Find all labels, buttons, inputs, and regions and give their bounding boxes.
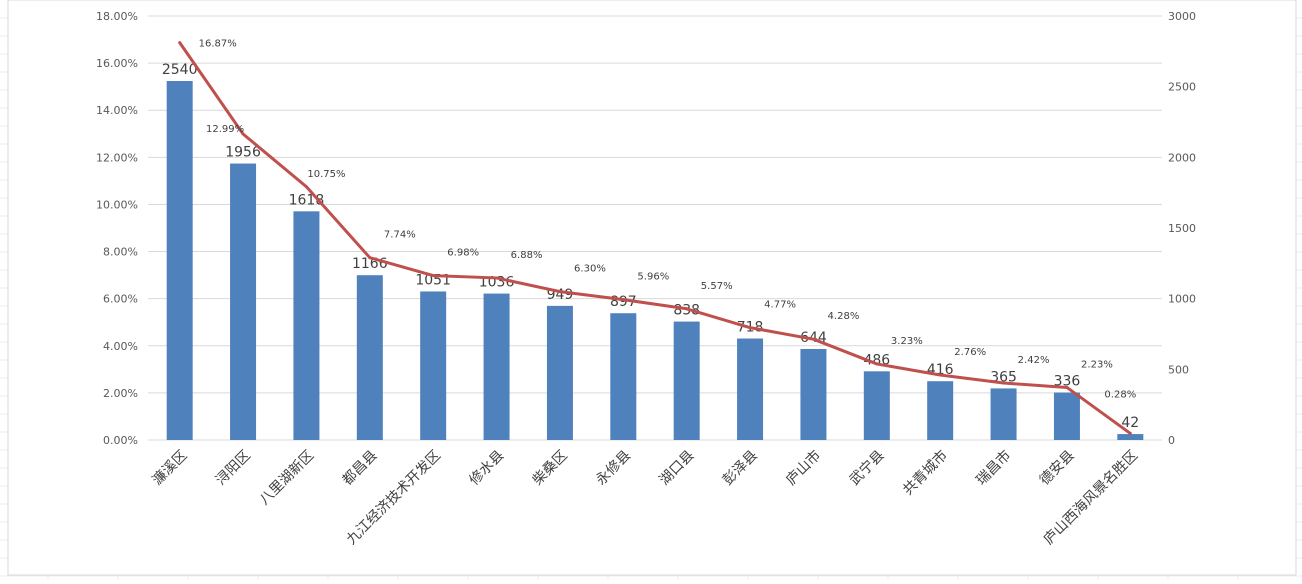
left-axis-tick-label: 8.00% — [103, 246, 138, 259]
line-data-labels: 16.87% 12.99% 10.75% 7.74% 6.98% 6.88% 6.30% 5.… — [199, 39, 1137, 401]
bar — [990, 388, 1017, 440]
left-axis-tick-label: 18.00% — [96, 10, 138, 23]
line-point — [1065, 385, 1069, 389]
bar — [293, 211, 320, 440]
bar — [356, 275, 383, 440]
bar — [927, 381, 954, 440]
bar — [483, 293, 510, 440]
bar — [863, 371, 890, 440]
left-axis-tick-label: 0.00% — [103, 434, 138, 447]
line-value-label: 7.74% — [384, 230, 416, 241]
line-point — [241, 132, 245, 136]
left-y-axis: 0.00% 2.00% 4.00% 6.00% 8.00% 10.00% 12.00% 14.… — [96, 10, 138, 447]
right-axis-tick-label: 2000 — [1168, 151, 1196, 164]
line-value-label: 16.87% — [199, 39, 237, 50]
right-y-axis: 0 500 1000 1500 2000 2500 3000 — [1168, 10, 1196, 447]
line-point — [938, 373, 942, 377]
chart-area[interactable] — [7, 0, 1297, 576]
line-value-label: 5.57% — [701, 281, 733, 292]
bar — [800, 348, 827, 440]
bar — [673, 321, 700, 440]
right-axis-tick-label: 1000 — [1168, 293, 1196, 306]
line-value-label: 3.23% — [891, 336, 923, 347]
line-value-label: 2.23% — [1081, 359, 1113, 370]
bar — [1053, 392, 1080, 440]
line-value-label: 4.77% — [764, 300, 796, 311]
left-axis-tick-label: 14.00% — [96, 104, 138, 117]
line-point — [685, 307, 689, 311]
line-value-label: 6.98% — [447, 248, 479, 259]
line-point — [178, 41, 182, 45]
right-axis-tick-label: 3000 — [1168, 10, 1196, 23]
line-value-label: 2.42% — [1018, 355, 1050, 366]
line-point — [495, 276, 499, 280]
left-axis-tick-label: 16.00% — [96, 57, 138, 70]
bar — [610, 313, 637, 440]
right-axis-tick-label: 500 — [1168, 363, 1189, 376]
line-point — [621, 298, 625, 302]
line-value-label: 2.76% — [954, 347, 986, 358]
line-value-label: 4.28% — [828, 311, 860, 322]
line-point — [558, 290, 562, 294]
bar-value-label: 2540 — [162, 62, 198, 78]
line-point — [1002, 381, 1006, 385]
left-axis-tick-label: 12.00% — [96, 151, 138, 164]
line-value-label: 0.28% — [1104, 389, 1136, 400]
left-axis-tick-label: 2.00% — [103, 387, 138, 400]
right-axis-tick-label: 1500 — [1168, 222, 1196, 235]
right-axis-tick-label: 2500 — [1168, 81, 1196, 94]
line-point — [875, 362, 879, 366]
bar — [166, 81, 193, 440]
line-value-label: 5.96% — [637, 272, 669, 283]
bar — [420, 291, 447, 440]
line-value-label: 12.99% — [206, 124, 244, 135]
line-point — [304, 185, 308, 189]
left-axis-tick-label: 4.00% — [103, 340, 138, 353]
bar — [546, 305, 573, 440]
line-point — [748, 326, 752, 330]
line-value-label: 6.30% — [574, 264, 606, 275]
bar-value-label: 1956 — [225, 145, 261, 161]
bar-series — [166, 81, 1144, 440]
left-axis-tick-label: 6.00% — [103, 293, 138, 306]
line-value-label: 10.75% — [307, 169, 345, 180]
line-path — [178, 41, 1132, 435]
line-series — [178, 41, 1132, 435]
line-point — [431, 274, 435, 278]
line-point — [368, 256, 372, 260]
bar-value-label: 42 — [1121, 415, 1139, 431]
line-value-label: 6.88% — [511, 250, 543, 261]
right-axis-tick-label: 0 — [1168, 434, 1175, 447]
bar — [1117, 434, 1144, 440]
bar — [737, 338, 764, 440]
line-point — [811, 337, 815, 341]
left-axis-tick-label: 10.00% — [96, 198, 138, 211]
bar — [230, 163, 257, 440]
line-point — [1128, 431, 1132, 435]
